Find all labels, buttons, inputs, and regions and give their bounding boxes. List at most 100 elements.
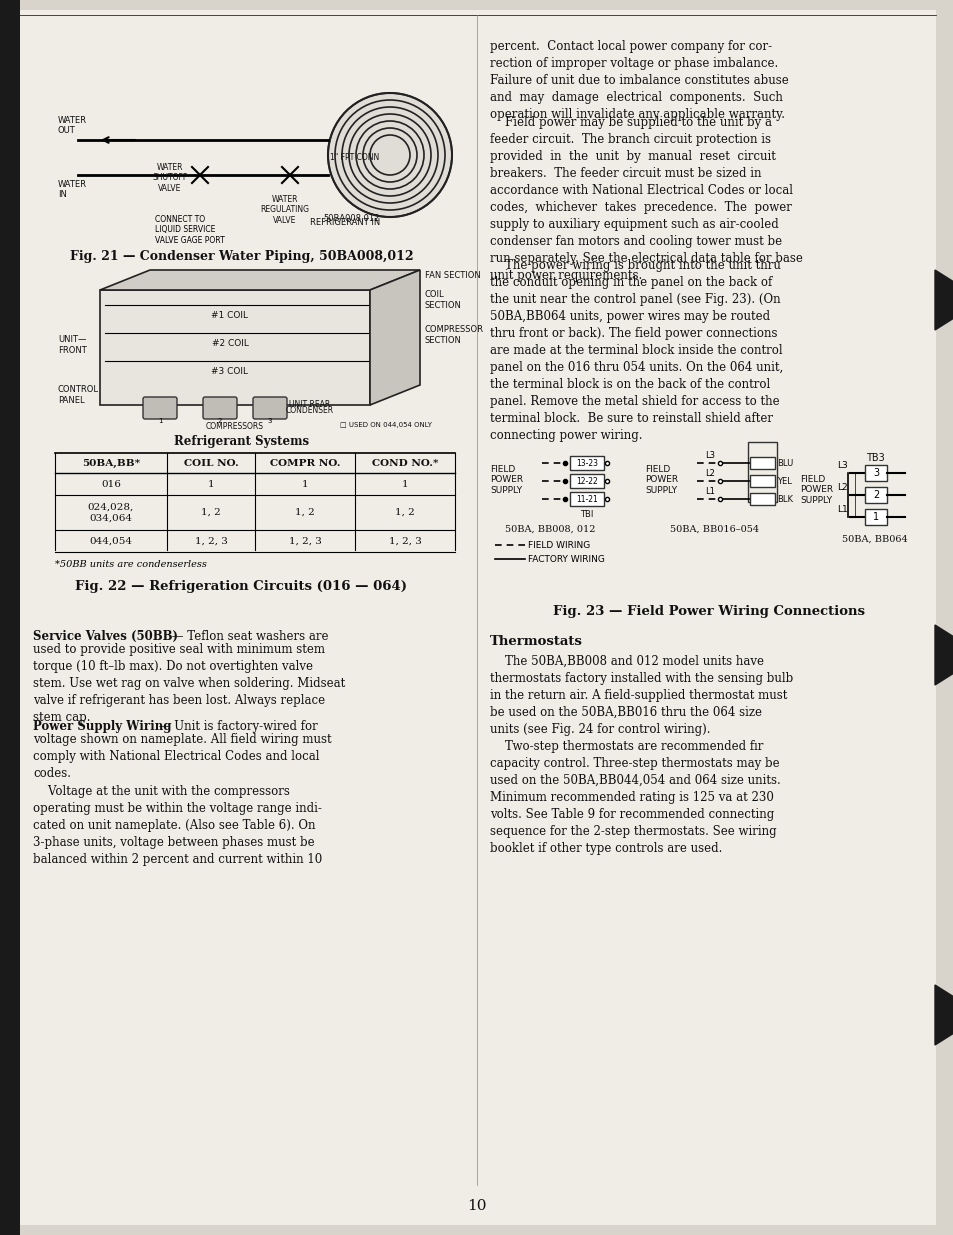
- Bar: [0, 0, 20, 1235]
- Text: Fig. 21 — Condenser Water Piping, 50BA008,012: Fig. 21 — Condenser Water Piping, 50BA00…: [70, 249, 413, 263]
- Text: L2: L2: [837, 483, 847, 492]
- Text: 10: 10: [467, 1199, 486, 1213]
- Text: — Unit is factory-wired for: — Unit is factory-wired for: [154, 720, 317, 734]
- Text: used to provide positive seal with minimum stem
torque (10 ft–lb max). Do not ov: used to provide positive seal with minim…: [33, 643, 345, 724]
- Text: 1: 1: [157, 417, 162, 424]
- Text: #3 COIL: #3 COIL: [212, 367, 248, 375]
- Bar: [864, 487, 886, 503]
- Text: COIL
SECTION: COIL SECTION: [424, 290, 461, 310]
- Bar: [864, 466, 886, 480]
- Text: 1: 1: [208, 479, 214, 489]
- Text: 1" FPT CONN: 1" FPT CONN: [330, 152, 379, 162]
- Text: *50BB units are condenserless: *50BB units are condenserless: [55, 561, 207, 569]
- FancyBboxPatch shape: [203, 396, 236, 419]
- Text: #2 COIL: #2 COIL: [212, 338, 248, 347]
- Text: UNIT—
FRONT: UNIT— FRONT: [58, 335, 87, 354]
- Bar: [569, 492, 603, 506]
- Text: UNIT REAR: UNIT REAR: [289, 400, 331, 409]
- Polygon shape: [934, 625, 953, 685]
- Text: 044,054: 044,054: [90, 537, 132, 546]
- Text: 2: 2: [217, 417, 222, 424]
- Text: YEL: YEL: [776, 477, 791, 485]
- Text: 1, 2, 3: 1, 2, 3: [388, 537, 421, 546]
- Text: COMPR NO.: COMPR NO.: [270, 458, 340, 468]
- Text: FACTORY WIRING: FACTORY WIRING: [527, 555, 604, 563]
- Text: FAN SECTION: FAN SECTION: [424, 270, 480, 279]
- Text: — Teflon seat washers are: — Teflon seat washers are: [168, 630, 328, 643]
- Text: Fig. 23 — Field Power Wiring Connections: Fig. 23 — Field Power Wiring Connections: [553, 605, 864, 618]
- Text: REFRIGERANT IN: REFRIGERANT IN: [310, 219, 379, 227]
- Text: #1 COIL: #1 COIL: [212, 310, 248, 320]
- FancyBboxPatch shape: [253, 396, 287, 419]
- Text: 50BA, BB064: 50BA, BB064: [841, 535, 907, 543]
- Polygon shape: [100, 290, 370, 405]
- Bar: [747, 442, 776, 501]
- Text: CONTROL
PANEL: CONTROL PANEL: [58, 385, 99, 405]
- Text: COIL NO.: COIL NO.: [183, 458, 238, 468]
- Text: Two-step thermostats are recommended fır
capacity control. Three-step thermostat: Two-step thermostats are recommended fır…: [490, 740, 780, 855]
- Text: 13-23: 13-23: [576, 458, 598, 468]
- Text: L3: L3: [837, 461, 847, 471]
- Text: voltage shown on nameplate. All field wiring must
comply with National Electrica: voltage shown on nameplate. All field wi…: [33, 734, 332, 781]
- Text: 1, 2: 1, 2: [201, 508, 221, 517]
- FancyBboxPatch shape: [143, 396, 177, 419]
- Bar: [749, 493, 774, 505]
- Text: 11-21: 11-21: [576, 494, 598, 504]
- Text: L1: L1: [704, 487, 714, 496]
- Text: COMPRESSORS: COMPRESSORS: [206, 422, 264, 431]
- Text: CONNECT TO
LIQUID SERVICE
VALVE GAGE PORT: CONNECT TO LIQUID SERVICE VALVE GAGE POR…: [154, 215, 225, 245]
- Text: Voltage at the unit with the compressors
operating must be within the voltage ra: Voltage at the unit with the compressors…: [33, 785, 322, 866]
- Text: 1, 2, 3: 1, 2, 3: [194, 537, 227, 546]
- Text: WATER
OUT: WATER OUT: [58, 116, 87, 135]
- Text: COMPRESSOR
SECTION: COMPRESSOR SECTION: [424, 325, 483, 345]
- Circle shape: [328, 93, 452, 217]
- Bar: [864, 509, 886, 525]
- Text: The power wiring is brought into the unit thru
the conduit opening in the panel : The power wiring is brought into the uni…: [490, 258, 782, 441]
- Text: Fig. 22 — Refrigeration Circuits (016 — 064): Fig. 22 — Refrigeration Circuits (016 — …: [75, 580, 407, 593]
- Polygon shape: [934, 270, 953, 330]
- Text: Field power may be supplied to the unit by a
feeder circuit.  The branch circuit: Field power may be supplied to the unit …: [490, 116, 802, 282]
- Polygon shape: [934, 986, 953, 1045]
- Text: WATER
REGULATING
VALVE: WATER REGULATING VALVE: [260, 195, 309, 225]
- Text: Service Valves (50BB): Service Valves (50BB): [33, 630, 178, 643]
- Text: 50BA, BB008, 012: 50BA, BB008, 012: [504, 525, 595, 534]
- Text: BLU: BLU: [776, 458, 792, 468]
- Text: TBI: TBI: [579, 510, 593, 519]
- Bar: [569, 456, 603, 471]
- Text: Refrigerant Systems: Refrigerant Systems: [173, 435, 309, 448]
- Text: 50BA,BB*: 50BA,BB*: [82, 458, 140, 468]
- Text: WATER
IN: WATER IN: [58, 180, 87, 199]
- Text: 3: 3: [872, 468, 878, 478]
- Text: 1: 1: [872, 513, 878, 522]
- Text: 2: 2: [872, 490, 879, 500]
- Bar: [569, 474, 603, 488]
- Text: L1: L1: [837, 505, 847, 514]
- Text: FIELD
POWER
SUPPLY: FIELD POWER SUPPLY: [644, 466, 678, 495]
- Text: 3: 3: [268, 417, 272, 424]
- Polygon shape: [100, 270, 419, 290]
- Text: 1, 2, 3: 1, 2, 3: [288, 537, 321, 546]
- Text: L3: L3: [704, 451, 714, 459]
- Text: Power Supply Wiring: Power Supply Wiring: [33, 720, 172, 734]
- Bar: [28, 49, 455, 245]
- Text: TB3: TB3: [864, 453, 883, 463]
- Text: 024,028,
034,064: 024,028, 034,064: [88, 503, 134, 522]
- Text: FIELD
POWER
SUPPLY: FIELD POWER SUPPLY: [490, 466, 522, 495]
- Text: percent.  Contact local power company for cor-
rection of improper voltage or ph: percent. Contact local power company for…: [490, 40, 788, 121]
- Polygon shape: [370, 270, 419, 405]
- Text: L2: L2: [704, 469, 714, 478]
- Text: COND NO.*: COND NO.*: [372, 458, 437, 468]
- Text: BLK: BLK: [776, 494, 792, 504]
- Bar: [749, 457, 774, 469]
- Text: 1, 2: 1, 2: [395, 508, 415, 517]
- Text: WATER
SHUTOFF
VALVE: WATER SHUTOFF VALVE: [152, 163, 188, 193]
- Text: 1, 2: 1, 2: [294, 508, 314, 517]
- Text: □ USED ON 044,054 ONLY: □ USED ON 044,054 ONLY: [339, 422, 432, 429]
- Text: FIELD
POWER
SUPPLY: FIELD POWER SUPPLY: [800, 475, 832, 505]
- Text: 1: 1: [401, 479, 408, 489]
- Text: 50BA008,012: 50BA008,012: [323, 214, 379, 224]
- Text: The 50BA,BB008 and 012 model units have
thermostats factory installed with the s: The 50BA,BB008 and 012 model units have …: [490, 655, 792, 736]
- Text: 016: 016: [101, 479, 121, 489]
- Text: 50BA, BB016–054: 50BA, BB016–054: [670, 525, 759, 534]
- Bar: [749, 475, 774, 487]
